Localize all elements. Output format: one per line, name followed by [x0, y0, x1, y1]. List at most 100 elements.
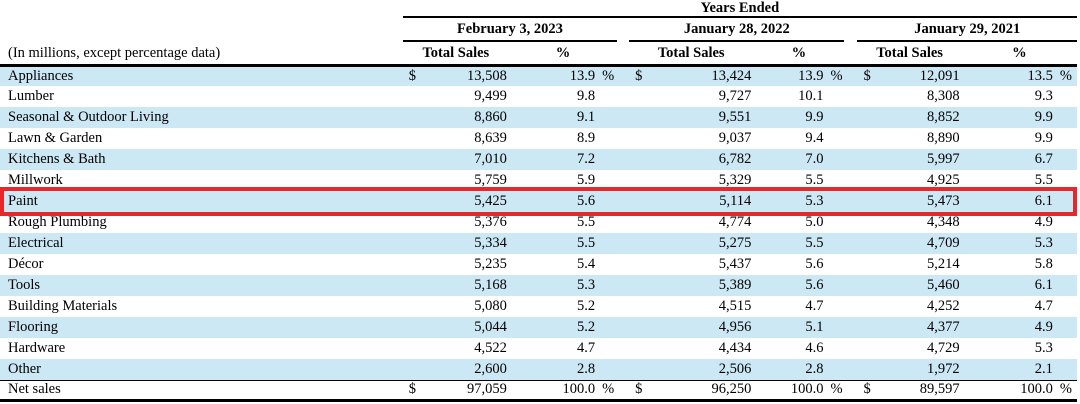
percent-value: 5.6	[508, 191, 598, 213]
percent-value: 2.1	[961, 359, 1055, 381]
percent-sign	[597, 359, 618, 381]
sales-value: 5,759	[474, 172, 507, 189]
percent-value: 9.1	[508, 107, 598, 129]
percent-sign	[597, 149, 618, 171]
percent-sign	[597, 107, 618, 129]
percent-sign	[597, 233, 618, 255]
dollar-sign	[857, 86, 881, 107]
percent-sign	[597, 254, 617, 275]
percent-value: 5.4	[576, 256, 596, 273]
sales-value: 5,334	[426, 233, 509, 255]
table-row-net-sales: Net sales $97,059 100.0% $96,250 100.0% $89,5…	[0, 379, 1077, 402]
percent-sign	[1054, 233, 1077, 255]
percent-value: 9.9	[961, 107, 1055, 129]
sales-value: 5,376	[474, 214, 507, 231]
percent-value: 5.3	[508, 275, 598, 297]
row-label: Paint	[0, 191, 403, 213]
sales-value: 8,860	[426, 107, 509, 129]
percent-sign	[597, 296, 617, 317]
column-gap	[617, 379, 630, 402]
column-gap	[844, 379, 858, 402]
sales-value: 8,639	[474, 130, 507, 147]
sales-value: 5,235	[474, 256, 507, 273]
percent-value: 9.3	[1034, 88, 1053, 105]
column-gap	[844, 338, 857, 359]
sales-value: 5,044	[426, 317, 509, 339]
percent-sign	[597, 170, 617, 191]
column-gap	[844, 86, 857, 107]
table-row-tools: Tools 5,168 5.3 5,389 5.6 5,460 6.1	[0, 275, 1077, 297]
percent-header-2021: %	[961, 41, 1077, 67]
dollar-sign	[402, 107, 427, 129]
percent-sign	[597, 128, 617, 149]
dollar-sign	[402, 275, 427, 297]
column-gap	[617, 86, 629, 107]
column-gap	[844, 149, 858, 171]
table-row-millwork: Millwork 5,759 5.9 5,329 5.5 4,925 5.5	[0, 170, 1077, 191]
row-label: Décor	[8, 256, 44, 273]
sales-value: 1,972	[881, 359, 962, 381]
dollar-sign	[403, 86, 427, 107]
dollar-sign	[857, 233, 882, 255]
dollar-sign	[403, 254, 427, 275]
percent-value: 5.8	[1034, 256, 1053, 273]
row-label: Tools	[0, 275, 403, 297]
percent-sign: %	[597, 379, 618, 402]
subheader-row: (In millions, except percentage data) To…	[0, 41, 1077, 67]
percent-sign	[1054, 317, 1077, 339]
dollar-sign: $	[629, 379, 654, 402]
dollar-sign	[857, 191, 882, 213]
sales-value: 97,059	[426, 379, 509, 402]
dollar-sign	[403, 296, 427, 317]
column-gap	[617, 254, 629, 275]
row-label: Lumber	[8, 88, 54, 105]
percent-value: 5.3	[961, 233, 1055, 255]
percent-value: 5.5	[753, 233, 826, 255]
years-ended-header: Years Ended	[402, 0, 1077, 19]
column-gap	[617, 65, 630, 87]
percent-sign	[825, 212, 844, 233]
sales-value: 4,956	[653, 317, 754, 339]
sales-value: 5,997	[881, 149, 962, 171]
column-gap	[844, 275, 858, 297]
percent-sign	[1055, 212, 1077, 233]
row-label: Other	[0, 359, 403, 381]
table-row-appliances: Appliances $13,508 13.9% $13,424 13.9% $12,09…	[0, 65, 1077, 87]
dollar-sign	[629, 296, 653, 317]
column-gap	[844, 17, 857, 41]
percent-value: 6.1	[961, 275, 1055, 297]
column-gap	[617, 191, 630, 213]
sales-value: 9,037	[718, 130, 752, 147]
percent-value: 5.6	[805, 256, 824, 273]
percent-sign	[597, 212, 617, 233]
percent-value: 5.5	[508, 233, 598, 255]
percent-value: 5.2	[576, 298, 596, 315]
percent-sign	[597, 275, 618, 297]
dollar-sign	[629, 359, 654, 381]
table-row-electrical: Electrical 5,334 5.5 5,275 5.5 4,709 5.3	[0, 233, 1077, 255]
percent-value: 13.5	[961, 65, 1055, 87]
dollar-sign	[629, 170, 653, 191]
percent-value: 9.8	[576, 88, 596, 105]
sales-value: 5,080	[474, 298, 507, 315]
sales-value: 8,308	[927, 88, 960, 105]
column-gap	[844, 170, 857, 191]
sales-value: 4,774	[718, 214, 752, 231]
table-row-lumber: Lumber 9,499 9.8 9,727 10.1 8,308 9.3	[0, 86, 1077, 107]
dollar-sign	[629, 233, 654, 255]
dollar-sign	[402, 359, 427, 381]
dollar-sign	[857, 149, 882, 171]
sales-value: 4,252	[927, 298, 960, 315]
percent-value: 4.7	[1034, 298, 1053, 315]
row-label: Building Materials	[8, 298, 118, 315]
sales-value: 89,597	[881, 379, 962, 402]
sales-value: 4,522	[474, 340, 507, 357]
percent-value: 4.7	[576, 340, 596, 357]
sales-value: 5,389	[653, 275, 754, 297]
percent-value: 100.0	[753, 379, 826, 402]
table-row-other: Other 2,600 2.8 2,506 2.8 1,972 2.1	[0, 359, 1077, 381]
percent-value: 9.9	[753, 107, 826, 129]
percent-value: 5.5	[805, 172, 824, 189]
percent-value: 9.9	[1034, 130, 1053, 147]
